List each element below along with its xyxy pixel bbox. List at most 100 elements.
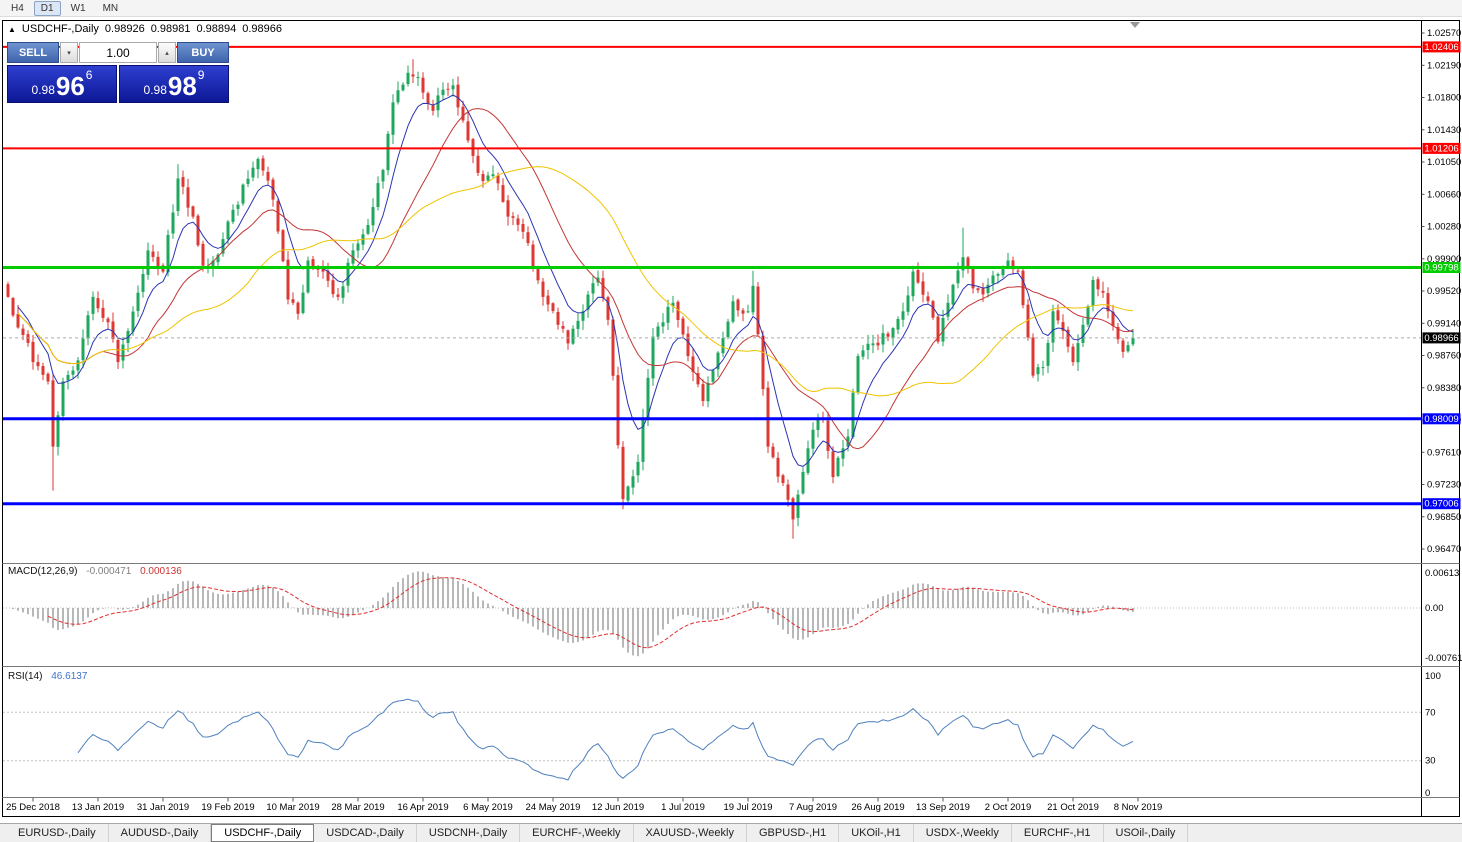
svg-text:12 Jun 2019: 12 Jun 2019: [592, 802, 644, 813]
chart-tabs-bar: EURUSD-,Daily AUDUSD-,Daily USDCHF-,Daily U…: [0, 823, 1462, 842]
candles: [6, 59, 1135, 539]
svg-text:0.96850: 0.96850: [1427, 512, 1461, 523]
svg-text:0.99520: 0.99520: [1427, 286, 1461, 297]
chart-tab-eurchf-weekly[interactable]: EURCHF-,Weekly: [520, 824, 634, 842]
timeframe-button-w1[interactable]: W1: [64, 1, 93, 16]
chart-tab-xauusd-weekly[interactable]: XAUUSD-,Weekly: [634, 824, 747, 842]
svg-text:21 Oct 2019: 21 Oct 2019: [1047, 802, 1099, 813]
macd-indicator-label: MACD(12,26,9) -0.000471 0.000136: [8, 566, 182, 577]
svg-text:7 Aug 2019: 7 Aug 2019: [789, 802, 837, 813]
svg-text:2 Oct 2019: 2 Oct 2019: [985, 802, 1031, 813]
buy-button[interactable]: BUY: [177, 42, 229, 63]
price-pane[interactable]: [6, 59, 1135, 539]
svg-text:31 Jan 2019: 31 Jan 2019: [137, 802, 189, 813]
svg-text:0.98380: 0.98380: [1427, 383, 1461, 394]
buy-price-button[interactable]: 0.98 98 9: [119, 65, 229, 103]
svg-text:100: 100: [1425, 671, 1441, 682]
timeframe-toolbar: H4 D1 W1 MN: [0, 0, 1462, 17]
time-axis[interactable]: 25 Dec 2018 13 Jan 2019 31 Jan 2019 19 Feb …: [6, 798, 1162, 813]
svg-text:1.02406: 1.02406: [1424, 42, 1458, 53]
macd-signal-value: 0.000136: [140, 566, 182, 577]
chart-shift-marker[interactable]: [1130, 22, 1140, 28]
macd-histogram: [12, 571, 1134, 657]
chart-tab-eurusd-daily[interactable]: EURUSD-,Daily: [6, 824, 109, 842]
macd-pane[interactable]: [3, 571, 1421, 657]
ohlc-open: 0.98926: [104, 23, 145, 35]
trade-price-row: 0.98 96 6 0.98 98 9: [7, 65, 229, 103]
svg-text:1.02570: 1.02570: [1427, 28, 1461, 39]
sell-price-button[interactable]: 0.98 96 6: [7, 65, 117, 103]
svg-text:0.97610: 0.97610: [1427, 447, 1461, 458]
timeframe-button-h4[interactable]: H4: [4, 1, 31, 16]
svg-text:0.97006: 0.97006: [1424, 499, 1458, 510]
volume-decrease-button[interactable]: ▾: [60, 42, 78, 63]
svg-text:1.01050: 1.01050: [1427, 157, 1461, 168]
svg-text:0.99140: 0.99140: [1427, 318, 1461, 329]
svg-text:1.02190: 1.02190: [1427, 60, 1461, 71]
svg-text:13 Jan 2019: 13 Jan 2019: [72, 802, 124, 813]
chart-tab-eurchf-h1[interactable]: EURCHF-,H1: [1012, 824, 1104, 842]
svg-text:25 Dec 2018: 25 Dec 2018: [6, 802, 60, 813]
chart-tab-audusd-daily[interactable]: AUDUSD-,Daily: [109, 824, 212, 842]
svg-text:6 May 2019: 6 May 2019: [463, 802, 513, 813]
sell-button[interactable]: SELL: [7, 42, 59, 63]
ohlc-low: 0.98894: [196, 23, 237, 35]
macd-main-value: -0.000471: [86, 566, 132, 577]
macd-signal-line: [47, 577, 1134, 649]
svg-text:0.98760: 0.98760: [1427, 351, 1461, 362]
svg-text:26 Aug 2019: 26 Aug 2019: [851, 802, 904, 813]
svg-text:0.99798: 0.99798: [1424, 263, 1458, 274]
svg-text:24 May 2019: 24 May 2019: [526, 802, 581, 813]
rsi-value: 46.6137: [51, 671, 88, 682]
rsi-title: RSI(14): [8, 671, 43, 682]
chart-tab-usoil-daily[interactable]: USOil-,Daily: [1104, 824, 1189, 842]
one-click-trading-panel: SELL ▾ ▴ BUY 0.98 96 6 0.98 98 9: [7, 42, 229, 103]
chevron-up-icon: ▴: [165, 49, 169, 57]
chart-tab-usdcnh-daily[interactable]: USDCNH-,Daily: [417, 824, 521, 842]
chart-tab-usdchf-daily[interactable]: USDCHF-,Daily: [211, 824, 315, 842]
svg-text:1.01206: 1.01206: [1424, 143, 1458, 154]
timeframe-button-mn[interactable]: MN: [96, 1, 126, 16]
rsi-axis: 100 70 30 0: [1425, 671, 1441, 799]
svg-text:30: 30: [1425, 756, 1436, 767]
sell-price-prefix: 0.98: [31, 83, 55, 97]
svg-text:0.97230: 0.97230: [1427, 480, 1461, 491]
macd-title: MACD(12,26,9): [8, 566, 78, 577]
buy-price-prefix: 0.98: [143, 83, 167, 97]
buy-price-big: 98: [167, 71, 197, 101]
svg-text:1.00660: 1.00660: [1427, 189, 1461, 200]
volume-input[interactable]: [79, 42, 157, 63]
svg-text:1.01800: 1.01800: [1427, 93, 1461, 104]
svg-text:8 Nov 2019: 8 Nov 2019: [1114, 802, 1163, 813]
chart-tab-gbpusd-h1[interactable]: GBPUSD-,H1: [747, 824, 840, 842]
chevron-down-icon: ▾: [67, 49, 71, 57]
rsi-indicator-label: RSI(14) 46.6137: [8, 671, 87, 682]
volume-increase-button[interactable]: ▴: [158, 42, 176, 63]
price-axis[interactable]: 1.02570 1.02190 1.01800 1.01430 1.01050 1.006…: [1421, 28, 1462, 555]
chart-tab-ukoil-h1[interactable]: UKOil-,H1: [839, 824, 914, 842]
svg-text:13 Sep 2019: 13 Sep 2019: [916, 802, 970, 813]
svg-text:0.98009: 0.98009: [1424, 414, 1458, 425]
ohlc-high: 0.98981: [150, 23, 191, 35]
symbol-name: USDCHF-,Daily: [21, 23, 99, 35]
svg-text:19 Feb 2019: 19 Feb 2019: [201, 802, 254, 813]
svg-text:16 Apr 2019: 16 Apr 2019: [397, 802, 448, 813]
buy-price-sup: 9: [197, 68, 205, 82]
svg-text:0.96470: 0.96470: [1427, 544, 1461, 555]
level-lines[interactable]: [3, 45, 1421, 506]
chart-title-bar: ▲ USDCHF-,Daily 0.98926 0.98981 0.98894 …: [8, 23, 282, 35]
rsi-pane[interactable]: [3, 698, 1421, 781]
svg-text:-0.00761: -0.00761: [1425, 653, 1462, 664]
svg-text:0.99900: 0.99900: [1427, 254, 1461, 265]
timeframe-button-d1[interactable]: D1: [33, 0, 61, 16]
svg-text:28 Mar 2019: 28 Mar 2019: [331, 802, 384, 813]
chart-tab-usdcad-daily[interactable]: USDCAD-,Daily: [314, 824, 417, 842]
svg-text:1.01430: 1.01430: [1427, 125, 1461, 136]
ma-fast-line: [17, 94, 1134, 467]
chart-tab-usdx-weekly[interactable]: USDX-,Weekly: [914, 824, 1012, 842]
symbol-marker-icon: ▲: [8, 24, 16, 34]
svg-text:0.00613: 0.00613: [1425, 568, 1459, 579]
svg-text:70: 70: [1425, 707, 1436, 718]
